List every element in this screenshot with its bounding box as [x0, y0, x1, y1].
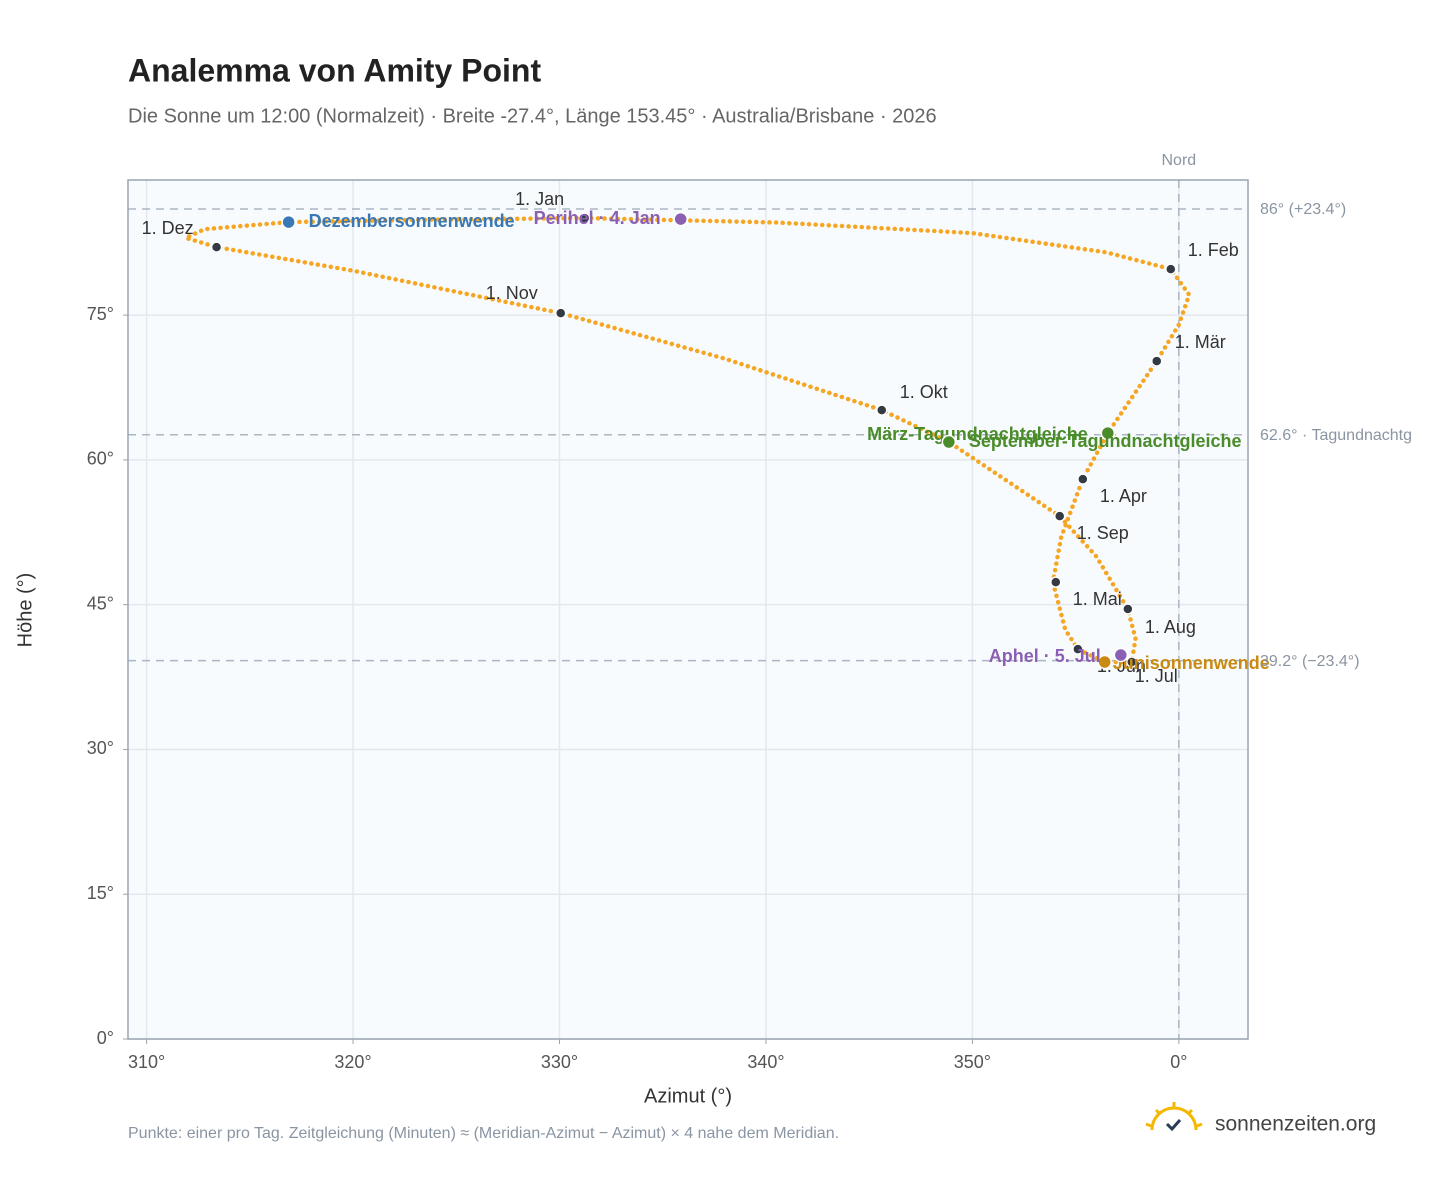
month-label: 1. Apr — [1100, 486, 1147, 506]
brand: sonnenzeiten.org — [1215, 1113, 1376, 1136]
event-label: Junisonnenwende — [1113, 653, 1270, 673]
month-point — [578, 212, 591, 224]
month-label: 1. Jul — [1135, 666, 1178, 686]
event-point — [673, 211, 688, 227]
month-label: 1. Aug — [1145, 617, 1196, 637]
event-label: Aphel · 5. Jul — [989, 646, 1101, 666]
y-axis-label: Höhe (°) — [14, 573, 36, 648]
month-label: 1. Mär — [1175, 332, 1226, 352]
month-label: 1. Sep — [1077, 523, 1129, 543]
y-tick-label: 75° — [87, 304, 114, 324]
y-tick-label: 45° — [87, 593, 114, 613]
month-point — [1053, 510, 1066, 522]
reference-label: 39.2° (−23.4°) — [1260, 653, 1360, 670]
month-point — [1077, 473, 1089, 485]
plot-frame — [127, 179, 1249, 1040]
month-point — [1126, 656, 1138, 668]
month-label: 1. Feb — [1188, 240, 1239, 260]
event-label: September-Tagundnachtgleiche — [969, 431, 1242, 451]
event-label: Perihel · 4. Jan — [534, 208, 661, 228]
month-point — [876, 404, 888, 416]
month-point — [1165, 263, 1177, 275]
month-point — [1072, 643, 1084, 655]
month-point — [1050, 576, 1062, 588]
y-tick-label: 15° — [87, 883, 114, 903]
reference-label: 86° (+23.4°) — [1260, 201, 1346, 218]
y-tick-label: 0° — [97, 1028, 114, 1048]
y-tick-label: 60° — [87, 449, 114, 469]
x-tick-label: 0° — [1170, 1052, 1187, 1072]
meridian-label: Nord — [1161, 152, 1196, 169]
x-tick-label: 320° — [334, 1052, 371, 1072]
month-label: 1. Nov — [486, 283, 538, 303]
month-label: 1. Dez — [142, 218, 194, 238]
x-tick-label: 350° — [954, 1052, 991, 1072]
month-point — [210, 241, 223, 253]
chart-title: Analemma von Amity Point — [128, 52, 541, 88]
plot-area — [128, 180, 1248, 1039]
analemma-curve — [183, 215, 1192, 665]
event-point — [941, 434, 957, 450]
event-point — [1100, 425, 1116, 441]
event-point — [1097, 654, 1112, 670]
month-label: 1. Jan — [515, 189, 564, 209]
month-label: 1. Okt — [900, 382, 948, 402]
chart-subtitle: Die Sonne um 12:00 (Normalzeit) · Breite… — [128, 105, 937, 127]
footnote: Punkte: einer pro Tag. Zeitgleichung (Mi… — [128, 1125, 839, 1142]
x-axis-label: Azimut (°) — [644, 1085, 732, 1107]
month-label: 1. Mai — [1073, 589, 1122, 609]
brand-logo — [1145, 1102, 1203, 1132]
month-point — [1122, 603, 1134, 615]
event-point — [281, 214, 296, 230]
month-point — [554, 307, 567, 319]
event-label: Dezembersonnenwende — [309, 211, 515, 231]
y-tick-label: 30° — [87, 738, 114, 758]
x-tick-label: 330° — [541, 1052, 578, 1072]
event-label: März-Tagundnachtgleiche — [867, 424, 1088, 444]
month-point — [1150, 355, 1163, 367]
reference-label: 62.6° · Tagundnachtg — [1260, 427, 1412, 444]
x-tick-label: 340° — [747, 1052, 784, 1072]
event-point — [1113, 647, 1129, 663]
x-tick-label: 310° — [128, 1052, 165, 1072]
